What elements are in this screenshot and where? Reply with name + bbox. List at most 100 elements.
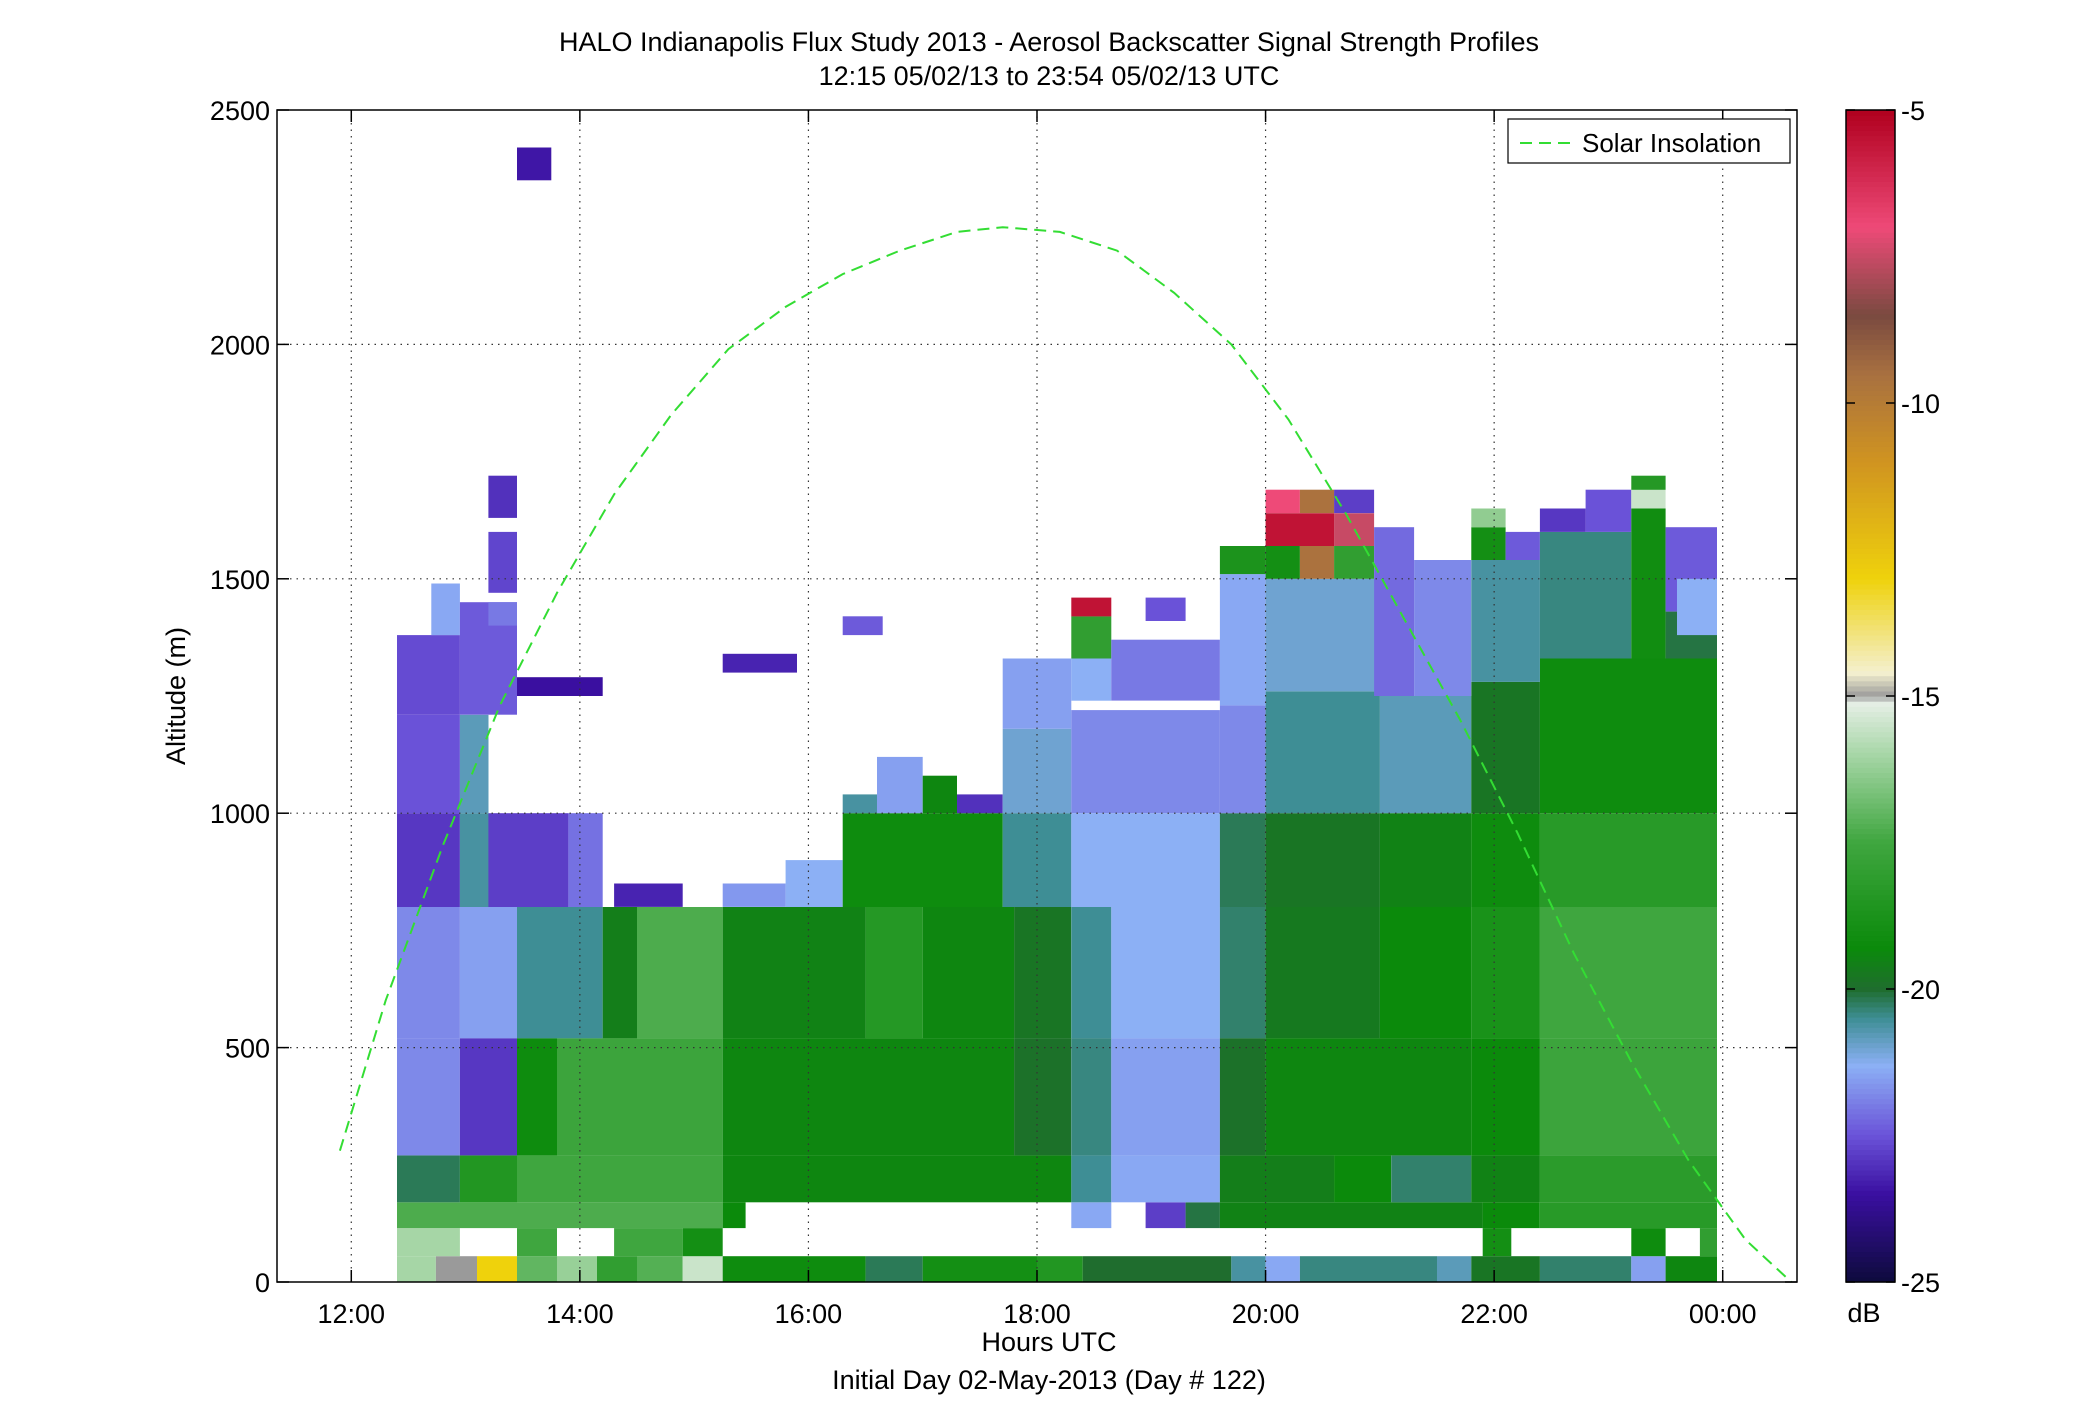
colorbar-band <box>1846 578 1895 585</box>
colorbar-band <box>1846 996 1895 1003</box>
colorbar-band <box>1846 538 1895 544</box>
heatmap-cell <box>1539 813 1717 907</box>
colorbar-band <box>1846 1190 1895 1196</box>
colorbar-gradient <box>1846 110 1895 1283</box>
colorbar-band <box>1846 624 1895 631</box>
colorbar-band <box>1846 257 1895 264</box>
colorbar-band <box>1846 252 1895 259</box>
heatmap-cell <box>1631 1256 1666 1282</box>
colorbar-band <box>1846 201 1895 208</box>
heatmap-cell <box>1071 1038 1112 1156</box>
heatmap-cell <box>397 1038 460 1156</box>
heatmap-cell <box>785 860 843 907</box>
heatmap-cell <box>1002 813 1072 907</box>
heatmap-cell <box>602 907 637 1039</box>
colorbar-band <box>1846 171 1895 177</box>
colorbar-band <box>1846 242 1895 249</box>
colorbar-band <box>1846 1073 1895 1079</box>
colorbar-band <box>1846 1215 1895 1222</box>
colorbar-band <box>1846 395 1895 402</box>
heatmap-cell <box>842 813 1003 907</box>
x-tick-label: 12:00 <box>317 1299 385 1329</box>
heatmap-cell <box>1219 907 1266 1039</box>
colorbar-band <box>1846 1006 1895 1013</box>
y-tick-label: 2000 <box>210 330 270 360</box>
colorbar-band <box>1846 792 1895 799</box>
heatmap-cell <box>1265 907 1380 1039</box>
colorbar-band <box>1846 1169 1895 1176</box>
heatmap-cell <box>397 813 460 907</box>
colorbar-band <box>1846 1088 1895 1095</box>
heatmap-cell <box>1219 1202 1483 1229</box>
heatmap-cell <box>1265 578 1380 692</box>
colorbar-band <box>1846 848 1895 855</box>
colorbar-band <box>1846 797 1895 804</box>
colorbar-band <box>1846 155 1895 162</box>
colorbar-band <box>1846 1067 1895 1074</box>
colorbar-band <box>1846 237 1895 244</box>
colorbar-band <box>1846 879 1895 886</box>
colorbar-band <box>1846 991 1895 998</box>
series-line-solar-insolation <box>338 226 1792 1283</box>
colorbar-band <box>1846 1017 1895 1023</box>
colorbar-band <box>1846 1154 1895 1161</box>
colorbar-band <box>1846 1118 1895 1125</box>
colorbar-band <box>1846 1057 1895 1064</box>
heatmap-cell <box>1037 1256 1083 1282</box>
colorbar-band <box>1846 166 1895 172</box>
colorbar-band <box>1846 741 1895 748</box>
heatmap-cell <box>459 1155 517 1203</box>
colorbar-band <box>1846 247 1895 254</box>
colorbar-band <box>1846 329 1895 335</box>
colorbar-tick-label: -10 <box>1901 389 1940 419</box>
colorbar-band <box>1846 721 1895 728</box>
colorbar-band <box>1846 629 1895 636</box>
x-tick-label: 20:00 <box>1232 1299 1300 1329</box>
colorbar-band <box>1846 639 1895 646</box>
heatmap-cell <box>488 602 517 626</box>
colorbar-band <box>1846 1129 1895 1135</box>
heatmap-cell <box>397 1228 460 1257</box>
heatmap-cell <box>397 1202 723 1229</box>
colorbar-band <box>1846 150 1895 157</box>
colorbar-band <box>1846 1139 1895 1146</box>
heatmap-cell <box>722 1155 1072 1203</box>
colorbar-band <box>1846 1266 1895 1273</box>
heatmap-cell <box>1265 1038 1472 1156</box>
colorbar-band <box>1846 716 1895 723</box>
heatmap-cell <box>1539 531 1632 659</box>
colorbar-band <box>1846 853 1895 860</box>
heatmap-cell <box>1379 696 1472 814</box>
colorbar-band <box>1846 492 1895 498</box>
x-tick-label: 14:00 <box>546 1299 614 1329</box>
colorbar-band <box>1846 410 1895 417</box>
heatmap-cell <box>431 583 460 636</box>
heatmap-cell <box>614 883 683 907</box>
colorbar-band <box>1846 1225 1895 1232</box>
colorbar-band <box>1846 344 1895 351</box>
colorbar-band <box>1846 400 1895 407</box>
colorbar-band <box>1846 889 1895 896</box>
colorbar-band <box>1846 324 1895 330</box>
heatmap-cell <box>1631 1228 1666 1257</box>
colorbar-band <box>1846 645 1895 651</box>
y-axis-label: Altitude (m) <box>161 627 191 765</box>
heatmap-cell <box>517 907 603 1039</box>
heatmap-cell <box>1082 1256 1232 1282</box>
colorbar-band <box>1846 334 1895 340</box>
heatmap-cell <box>1471 813 1540 907</box>
heatmap-cell <box>1539 658 1717 814</box>
heatmap-cell <box>722 1202 746 1229</box>
heatmap-cell <box>1414 560 1472 696</box>
heatmap-cell <box>1071 597 1112 617</box>
colorbar-band <box>1846 217 1895 223</box>
colorbar-band <box>1846 843 1895 850</box>
colorbar-band <box>1846 206 1895 213</box>
heatmap-cell <box>1219 705 1266 814</box>
heatmap-cell <box>1111 907 1220 1039</box>
colorbar-tick-label: -15 <box>1901 682 1940 712</box>
heatmap-cell <box>1471 907 1540 1039</box>
colorbar-band <box>1846 436 1895 442</box>
colorbar-band <box>1846 986 1895 993</box>
colorbar-band <box>1846 1134 1895 1140</box>
